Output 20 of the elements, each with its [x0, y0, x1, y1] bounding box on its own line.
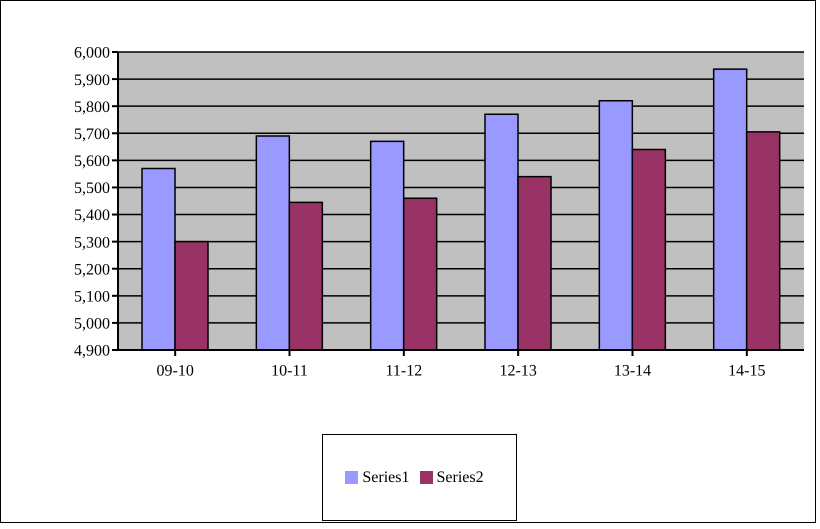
x-tick-label: 13-14 — [614, 362, 652, 380]
y-tick-label: 5,200 — [74, 261, 110, 278]
x-tick-label: 09-10 — [156, 362, 194, 380]
legend-label: Series2 — [436, 468, 484, 486]
y-tick-label: 6,000 — [74, 44, 110, 62]
x-tick-label: 10-11 — [271, 362, 308, 380]
y-tick-label: 4,900 — [74, 342, 110, 360]
y-tick-label: 5,100 — [74, 288, 110, 306]
y-tick-label: 5,300 — [74, 234, 110, 252]
y-tick-label: 5,000 — [74, 316, 110, 333]
y-tick-label: 5,400 — [74, 207, 110, 224]
y-tick-label: 5,900 — [74, 72, 110, 89]
y-tick-label: 5,500 — [74, 180, 110, 198]
x-tick-label: 11-12 — [385, 362, 422, 380]
x-tick-label: 12-13 — [500, 362, 537, 380]
legend-label: Series1 — [362, 468, 410, 486]
y-tick-label: 5,700 — [74, 126, 110, 143]
x-tick-label: 14-15 — [728, 362, 766, 380]
y-tick-label: 5,600 — [74, 153, 110, 170]
y-tick-label: 5,800 — [74, 98, 110, 116]
